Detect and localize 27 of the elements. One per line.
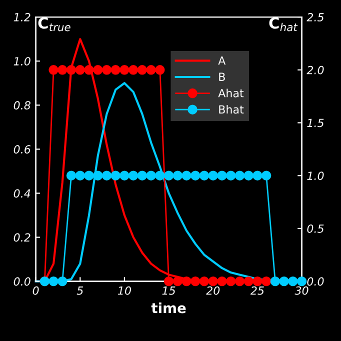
x-tick-label: 20	[206, 286, 220, 295]
y2-tick-label: 0.0	[307, 277, 324, 286]
legend-label: Bhat	[219, 105, 244, 114]
y-tick-label: 0.2	[14, 233, 30, 242]
y-tick-label: 1.0	[14, 57, 30, 66]
y-axis-title: C$_{true}$	[38, 17, 70, 32]
y2-tick-label: 2.5	[306, 13, 324, 22]
x-tick-label: 10	[118, 286, 131, 295]
y2-tick-label: 1.5	[307, 118, 324, 128]
legend-label: B	[219, 72, 225, 81]
y-tick-label: 0.0	[14, 277, 30, 286]
x-tick-label: 0	[32, 286, 39, 295]
x-tick-label: 15	[162, 286, 176, 295]
y2-tick-label: 2.0	[306, 66, 324, 74]
x-tick-label: 25	[250, 286, 264, 295]
y2-tick-label: 1.0	[307, 172, 324, 180]
legend-label: A	[218, 56, 226, 65]
x-tick-label: 5	[76, 286, 84, 295]
x-tick-label: 30	[294, 286, 308, 295]
legend-label: Ahat	[218, 88, 244, 98]
y-tick-label: 0.6	[14, 145, 30, 154]
y-tick-label: 1.2	[14, 13, 30, 22]
y2-axis-title: C$_{hat}$	[269, 17, 298, 32]
y-tick-label: 0.4	[14, 189, 30, 198]
y2-tick-label: 0.5	[307, 224, 324, 233]
x-axis-title: time	[151, 302, 186, 314]
y-tick-label: 0.8	[14, 101, 30, 110]
